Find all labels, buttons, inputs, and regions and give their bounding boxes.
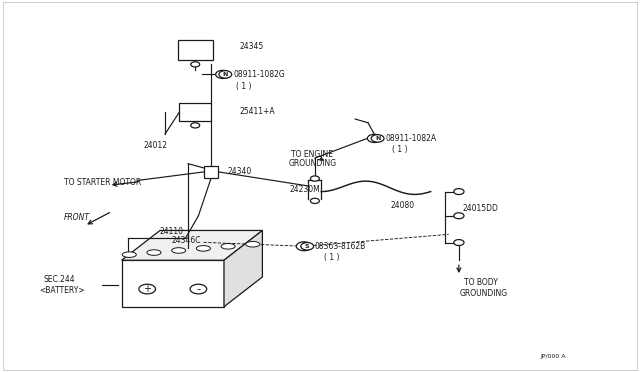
Circle shape xyxy=(454,213,464,219)
Circle shape xyxy=(301,243,314,250)
Text: TO BODY: TO BODY xyxy=(464,278,498,287)
Text: 24340: 24340 xyxy=(227,167,252,176)
Text: 24080: 24080 xyxy=(390,201,415,210)
Text: GROUNDING: GROUNDING xyxy=(460,289,508,298)
Text: 24110: 24110 xyxy=(160,227,184,236)
Text: 25411+A: 25411+A xyxy=(240,107,276,116)
Circle shape xyxy=(367,134,381,142)
Text: ( 1 ): ( 1 ) xyxy=(324,253,340,262)
Text: S: S xyxy=(305,244,310,249)
Circle shape xyxy=(191,62,200,67)
Bar xyxy=(177,40,212,60)
Text: 24346C: 24346C xyxy=(172,236,201,245)
Text: 24345: 24345 xyxy=(240,42,264,51)
Text: FRONT: FRONT xyxy=(64,213,90,222)
Text: N: N xyxy=(223,72,228,77)
Polygon shape xyxy=(122,230,262,260)
Text: 24012: 24012 xyxy=(144,141,168,150)
Text: ( 1 ): ( 1 ) xyxy=(392,145,408,154)
Text: <BATTERY>: <BATTERY> xyxy=(40,286,85,295)
Text: JP/000 A: JP/000 A xyxy=(541,354,566,359)
Circle shape xyxy=(190,284,207,294)
Text: S: S xyxy=(301,242,307,251)
Text: ( 1 ): ( 1 ) xyxy=(236,82,251,91)
Text: N: N xyxy=(371,135,378,141)
Text: TO ENGINE: TO ENGINE xyxy=(291,150,333,159)
Polygon shape xyxy=(122,260,224,307)
Text: SEC.244: SEC.244 xyxy=(44,275,75,284)
Ellipse shape xyxy=(196,246,211,251)
Text: 08911-1082G: 08911-1082G xyxy=(234,70,285,79)
Text: TO STARTER MOTOR: TO STARTER MOTOR xyxy=(64,178,141,187)
Circle shape xyxy=(454,189,464,195)
Ellipse shape xyxy=(147,250,161,255)
Bar xyxy=(204,166,218,178)
Circle shape xyxy=(216,70,230,78)
Circle shape xyxy=(310,198,319,203)
Circle shape xyxy=(371,135,384,142)
Circle shape xyxy=(310,176,319,181)
Text: 24015DD: 24015DD xyxy=(462,204,498,213)
Text: -: - xyxy=(196,284,200,294)
Circle shape xyxy=(296,242,312,251)
Circle shape xyxy=(219,71,232,78)
Ellipse shape xyxy=(172,248,186,253)
Bar xyxy=(179,103,211,121)
Text: N: N xyxy=(220,71,226,77)
Text: 08911-1082A: 08911-1082A xyxy=(386,134,437,143)
Text: 08363-8162B: 08363-8162B xyxy=(315,242,366,251)
Text: N: N xyxy=(375,136,380,141)
Text: GROUNDING: GROUNDING xyxy=(289,159,337,168)
Ellipse shape xyxy=(246,241,260,247)
Ellipse shape xyxy=(122,252,136,257)
Circle shape xyxy=(139,284,156,294)
Text: +: + xyxy=(143,284,151,294)
Polygon shape xyxy=(224,230,262,307)
Circle shape xyxy=(454,240,464,246)
Ellipse shape xyxy=(221,244,235,249)
Circle shape xyxy=(191,123,200,128)
Text: 24230M: 24230M xyxy=(290,185,321,194)
